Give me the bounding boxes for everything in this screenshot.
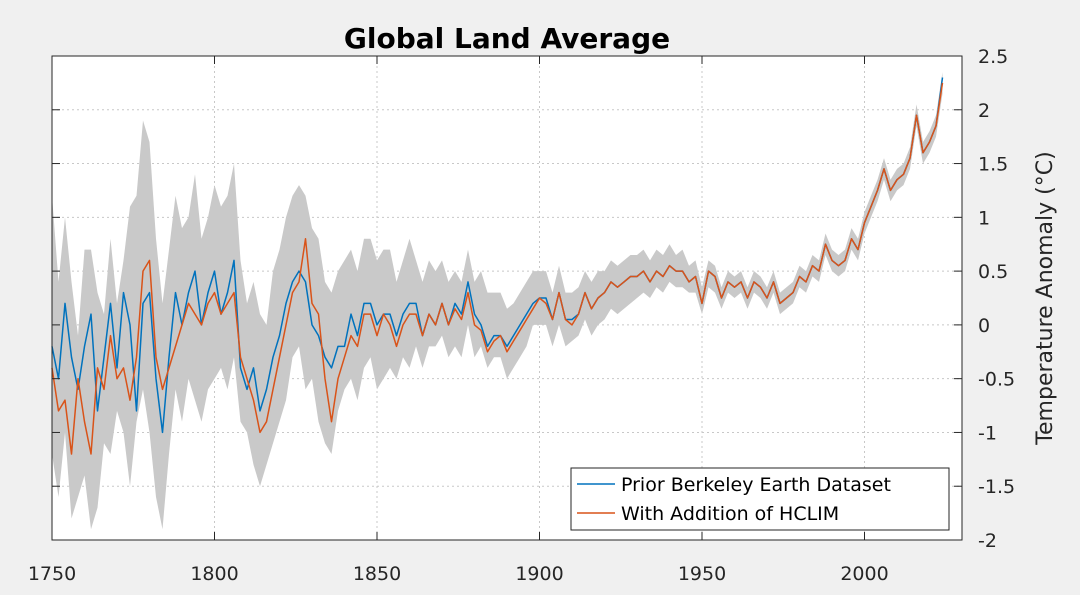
legend-label-hclim: With Addition of HCLIM — [621, 503, 839, 525]
y-tick-label--2: -2 — [978, 530, 997, 552]
y-tick-label-2: 2 — [978, 100, 990, 122]
y-tick-label-1_5: 1.5 — [978, 154, 1008, 176]
x-tick-label-1950: 1950 — [678, 563, 726, 585]
x-tick-label-1850: 1850 — [353, 563, 401, 585]
x-tick-label-2000: 2000 — [840, 563, 888, 585]
y-tick-label-1: 1 — [978, 207, 990, 229]
y-axis-title: Temperature Anomaly (°C) — [1033, 151, 1058, 445]
y-tick-label--0_5: -0.5 — [978, 369, 1015, 391]
chart-title: Global Land Average — [344, 22, 670, 55]
axes: 1750 1800 1850 1900 1950 2000 -2 -1.5 -1 -0.5 0 0.5… — [28, 46, 1015, 585]
x-tick-label-1750: 1750 — [28, 563, 76, 585]
y-tick-label-2_5: 2.5 — [978, 46, 1008, 68]
legend-box — [570, 467, 950, 531]
series-line-hclim — [51, 82, 944, 455]
data-layer — [51, 72, 944, 530]
uncertainty-band — [52, 72, 943, 530]
plot-frame — [51, 55, 963, 541]
legend: Prior Berkeley Earth Dataset With Additi… — [570, 467, 950, 531]
y-tick-label--1: -1 — [978, 422, 997, 444]
legend-label-prior-berkeley: Prior Berkeley Earth Dataset — [621, 474, 891, 496]
y-tick-label-0_5: 0.5 — [978, 261, 1008, 283]
x-tick-label-1900: 1900 — [515, 563, 563, 585]
y-tick-label-0: 0 — [978, 315, 990, 337]
y-tick-label--1_5: -1.5 — [978, 476, 1015, 498]
x-tick-label-1800: 1800 — [190, 563, 238, 585]
